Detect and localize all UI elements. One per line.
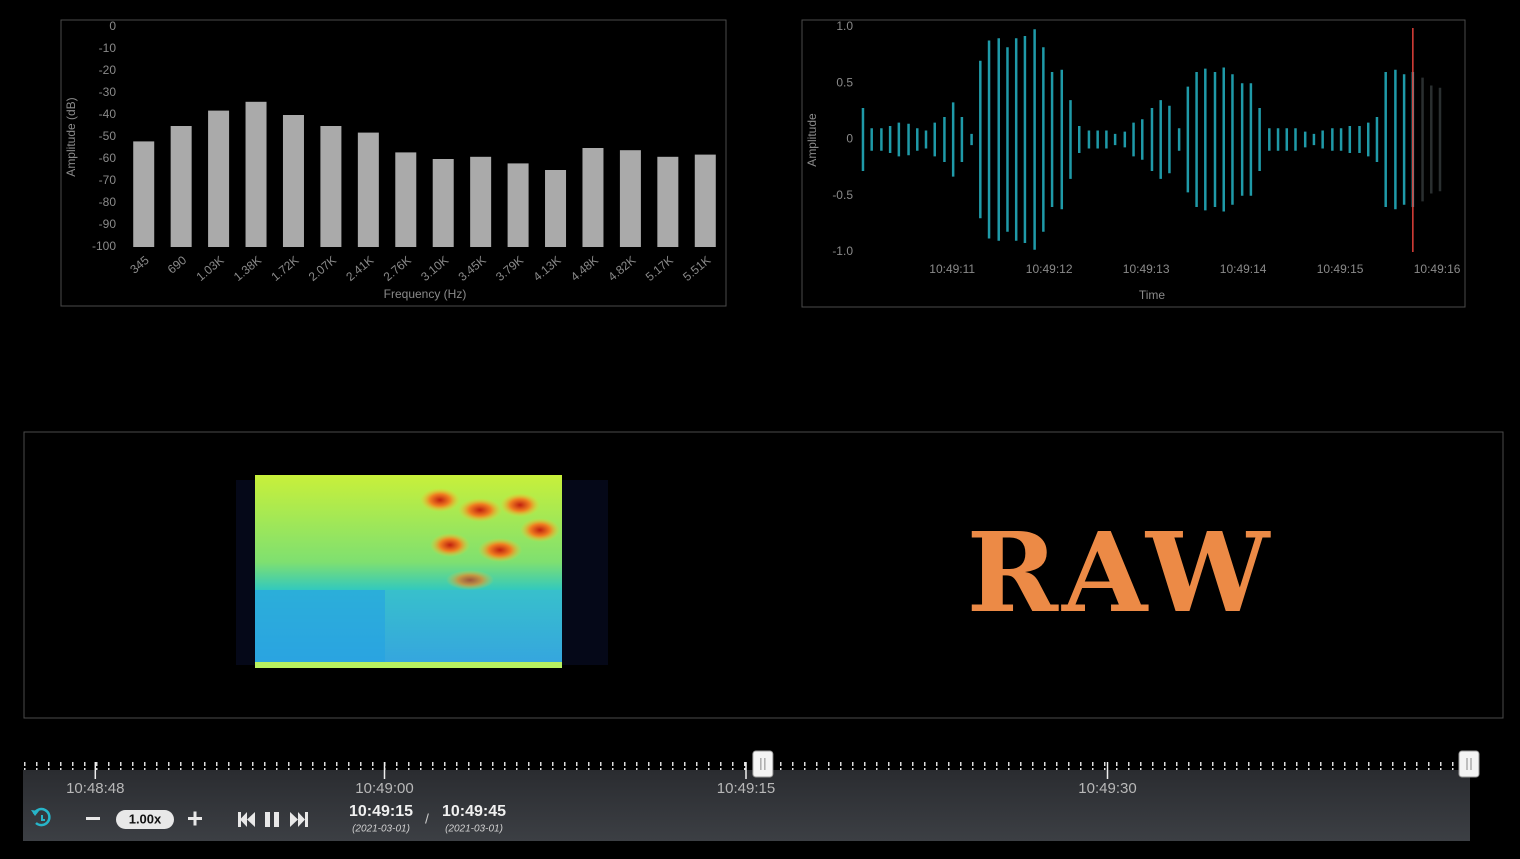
x-tick-label: 345 [127, 253, 152, 277]
bar [245, 101, 267, 247]
y-tick-label: -10 [99, 41, 117, 55]
timeline-end-handle[interactable] [1458, 750, 1480, 778]
video-panel [23, 431, 1504, 719]
bar [545, 170, 567, 247]
x-tick-label: 1.72K [268, 253, 301, 284]
control-bar [23, 770, 1470, 841]
time-separator: / [425, 811, 429, 827]
x-tick-label: 1.03K [194, 253, 227, 284]
timeline-tick-label: 10:49:15 [717, 780, 775, 797]
waveform-panel [801, 19, 1466, 308]
bar [170, 126, 192, 247]
current-date: (2021-03-01) [352, 824, 410, 835]
x-tick-label: 4.13K [530, 253, 563, 284]
y-tick-label: -90 [99, 217, 117, 231]
x-tick-label: 2.76K [381, 253, 414, 284]
x-tick-label: 10:49:14 [1220, 262, 1267, 276]
x-tick-label: 4.48K [568, 253, 601, 284]
bar [582, 148, 604, 247]
y-axis-title: Amplitude (dB) [64, 97, 78, 176]
x-tick-label: 5.17K [643, 253, 676, 284]
x-tick-label: 3.10K [418, 253, 451, 284]
y-tick-label: -0.5 [832, 188, 853, 202]
y-tick-label: -30 [99, 85, 117, 99]
bar [657, 156, 679, 247]
x-tick-label: 10:49:16 [1414, 262, 1461, 276]
speed-label: 1.00x [129, 811, 162, 826]
bar [395, 152, 417, 247]
x-tick-label: 10:49:15 [1317, 262, 1364, 276]
y-tick-label: 0.5 [836, 75, 853, 89]
y-axis-title: Amplitude [805, 113, 819, 167]
bar [282, 115, 304, 247]
pause-button[interactable] [265, 812, 279, 827]
speed-pill[interactable] [116, 810, 174, 829]
faster-button[interactable] [188, 811, 202, 826]
bar [694, 154, 716, 247]
bar [208, 110, 230, 247]
end-time: 10:49:45 [442, 803, 506, 820]
y-tick-label: -50 [99, 129, 117, 143]
y-tick-label: -100 [92, 239, 116, 253]
skip-forward-button[interactable] [290, 812, 308, 827]
bar [507, 163, 529, 247]
x-tick-label: 1.38K [231, 253, 264, 284]
x-tick-label: 3.45K [456, 253, 489, 284]
y-tick-label: -60 [99, 151, 117, 165]
y-tick-label: 1.0 [836, 19, 853, 33]
spectrogram [236, 475, 608, 668]
x-tick-label: 10:49:12 [1026, 262, 1073, 276]
end-date: (2021-03-01) [445, 824, 503, 835]
x-tick-label: 4.82K [605, 253, 638, 284]
slower-button[interactable] [86, 817, 100, 820]
x-tick-label: 3.79K [493, 253, 526, 284]
y-tick-label: -40 [99, 107, 117, 121]
x-tick-label: 5.51K [680, 253, 713, 284]
spectrum-panel [60, 19, 727, 307]
stream-label: RAW [967, 508, 1274, 637]
bar [619, 150, 641, 247]
bar [470, 156, 492, 247]
bar [133, 141, 155, 247]
bar [432, 159, 454, 247]
timeline-position-handle[interactable] [752, 750, 774, 778]
bar [357, 132, 379, 247]
x-tick-label: 10:49:11 [929, 262, 975, 276]
x-tick-label: 10:49:13 [1123, 262, 1170, 276]
timeline-tick-label: 10:49:30 [1078, 780, 1136, 797]
y-tick-label: -1.0 [832, 244, 853, 258]
timeline-end-handle-grip [1466, 758, 1472, 770]
skip-back-button[interactable] [238, 812, 255, 827]
x-tick-label: 2.41K [343, 253, 376, 284]
timeline-position-handle-grip [760, 758, 766, 770]
current-time: 10:49:15 [349, 803, 413, 820]
y-tick-label: -80 [99, 195, 117, 209]
timeline-tick-label: 10:49:00 [355, 780, 413, 797]
y-tick-label: 0 [109, 19, 116, 33]
timeline-tick-label: 10:48:48 [66, 780, 124, 797]
x-tick-label: 690 [165, 253, 190, 277]
bar [320, 126, 342, 247]
y-tick-label: 0 [846, 132, 853, 146]
x-axis-title: Frequency (Hz) [384, 287, 467, 301]
y-tick-label: -20 [99, 63, 117, 77]
y-tick-label: -70 [99, 173, 117, 187]
x-axis-title: Time [1139, 288, 1166, 302]
replay-button[interactable] [31, 807, 51, 827]
x-tick-label: 2.07K [306, 253, 339, 284]
